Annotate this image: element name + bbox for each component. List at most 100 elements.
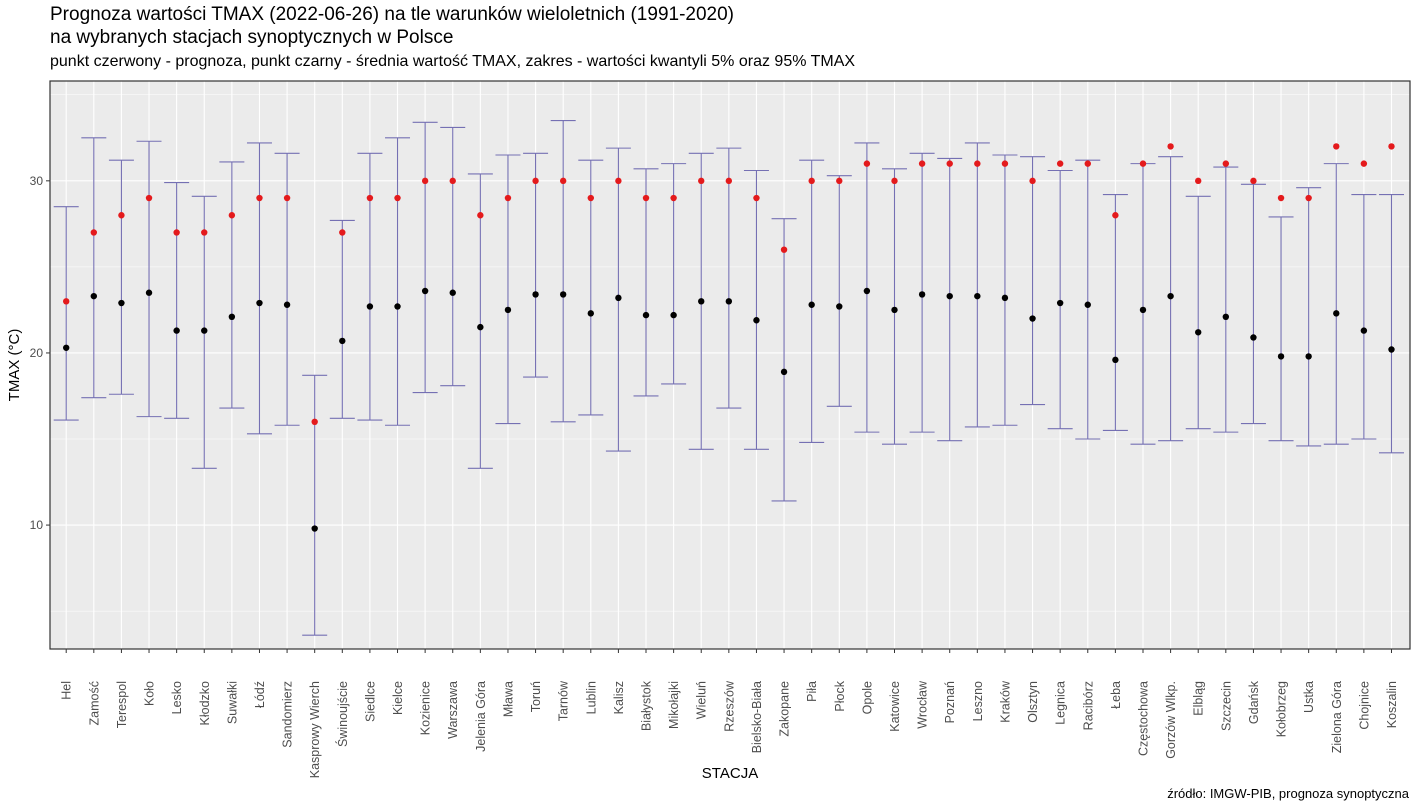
data-points xyxy=(62,143,1395,532)
mean-point xyxy=(62,344,70,351)
mean-point xyxy=(118,299,125,307)
mean-point xyxy=(1333,310,1340,317)
mean-point xyxy=(974,292,981,300)
forecast-point xyxy=(1001,160,1009,167)
forecast-point xyxy=(118,212,125,219)
errorbar xyxy=(550,120,576,423)
forecast-point xyxy=(173,229,180,236)
errorbar xyxy=(523,152,549,378)
forecast-point xyxy=(1139,160,1147,167)
forecast-point xyxy=(256,194,263,202)
x-tick-label: Koło xyxy=(143,681,157,706)
errorbar xyxy=(1240,183,1266,425)
errorbar xyxy=(1323,163,1349,445)
errorbar xyxy=(633,168,659,397)
x-tick-label: Toruń xyxy=(529,681,543,712)
x-tick-label: Legnica xyxy=(1054,681,1068,725)
errorbar xyxy=(964,142,990,428)
errorbar xyxy=(1102,194,1128,431)
forecast-point xyxy=(974,160,981,167)
forecast-point xyxy=(394,194,401,202)
forecast-point xyxy=(946,160,953,167)
forecast-point xyxy=(587,194,594,202)
forecast-point xyxy=(725,177,733,185)
x-tick-label: Bielsko-Biała xyxy=(750,681,764,753)
forecast-point xyxy=(1250,177,1257,185)
mean-point xyxy=(587,310,594,317)
errorbar xyxy=(882,168,907,445)
mean-point xyxy=(642,311,650,319)
errorbar xyxy=(1378,194,1404,454)
x-tick-label: Lesko xyxy=(170,681,184,714)
forecast-point xyxy=(808,177,815,185)
errorbar xyxy=(329,219,355,419)
x-tick-label: Wrocław xyxy=(916,680,930,729)
mean-point xyxy=(339,337,346,345)
x-tick-label: Gdańsk xyxy=(1247,680,1261,724)
y-tick-label: 10 xyxy=(30,518,44,532)
forecast-point xyxy=(449,177,456,185)
errorbar xyxy=(1213,166,1239,433)
x-tick-label: Świnoujście xyxy=(335,681,350,747)
errorbar xyxy=(1020,156,1046,406)
x-tick-label: Opole xyxy=(860,681,874,714)
forecast-point xyxy=(615,177,622,185)
x-tick-label: Jelenia Góra xyxy=(474,681,488,752)
y-tick-label: 30 xyxy=(30,174,44,188)
x-tick-label: Tarnów xyxy=(557,680,571,721)
errorbar xyxy=(992,154,1018,426)
x-tick-label: Zamość xyxy=(87,681,101,725)
forecast-point xyxy=(283,194,291,202)
x-axis-label: STACJA xyxy=(702,765,758,782)
mean-point xyxy=(366,303,374,310)
errorbar xyxy=(578,159,604,416)
mean-point xyxy=(1277,353,1285,360)
x-tick-label: Kielce xyxy=(391,681,405,715)
forecast-point xyxy=(339,229,346,236)
forecast-point xyxy=(1222,160,1230,167)
x-tick-label: Leszno xyxy=(971,681,985,721)
x-tick-label: Zielona Góra xyxy=(1330,681,1344,753)
forecast-point xyxy=(559,177,567,185)
mean-point xyxy=(1195,329,1202,336)
x-tick-label: Kozienice xyxy=(419,681,433,735)
mean-point xyxy=(698,298,705,305)
errorbar xyxy=(81,137,107,399)
mean-point xyxy=(394,303,401,310)
forecast-point xyxy=(1029,177,1036,185)
errorbar xyxy=(164,182,190,419)
mean-point xyxy=(256,299,263,307)
axes: 10 20 30 Hel Zamość Terespol Koło Lesko Kłodzko S… xyxy=(30,174,1399,778)
mean-point xyxy=(918,291,926,298)
x-tick-label: Częstochowa xyxy=(1136,681,1150,756)
errorbar xyxy=(108,159,134,395)
errorbar xyxy=(412,121,438,394)
forecast-point xyxy=(1112,212,1119,219)
x-tick-label: Mikołajki xyxy=(667,681,681,729)
x-tick-label: Białystok xyxy=(640,680,654,731)
errorbar xyxy=(53,206,79,421)
mean-point xyxy=(532,291,539,298)
forecast-point xyxy=(1388,143,1395,150)
x-tick-label: Terespol xyxy=(115,681,129,728)
mean-point xyxy=(891,306,898,314)
x-tick-label: Racibórz xyxy=(1081,681,1095,730)
forecast-point xyxy=(670,194,677,202)
forecast-point xyxy=(1056,160,1064,167)
x-tick-label: Szczecin xyxy=(1219,681,1233,731)
mean-point xyxy=(477,323,484,331)
mean-point xyxy=(1360,327,1368,334)
forecast-point xyxy=(62,298,70,305)
x-tick-label: Kraków xyxy=(998,680,1012,723)
errorbar xyxy=(799,159,825,444)
x-tick-label: Siedlce xyxy=(363,681,377,722)
x-tick-label: Lublin xyxy=(584,681,598,714)
forecast-point xyxy=(1333,143,1340,150)
mean-point xyxy=(836,303,843,310)
mean-point xyxy=(780,368,788,376)
forecast-point xyxy=(1084,160,1091,167)
mean-point xyxy=(421,287,429,295)
x-tick-label: Sandomierz xyxy=(281,681,295,748)
mean-point xyxy=(753,317,760,324)
mean-point xyxy=(946,292,953,300)
